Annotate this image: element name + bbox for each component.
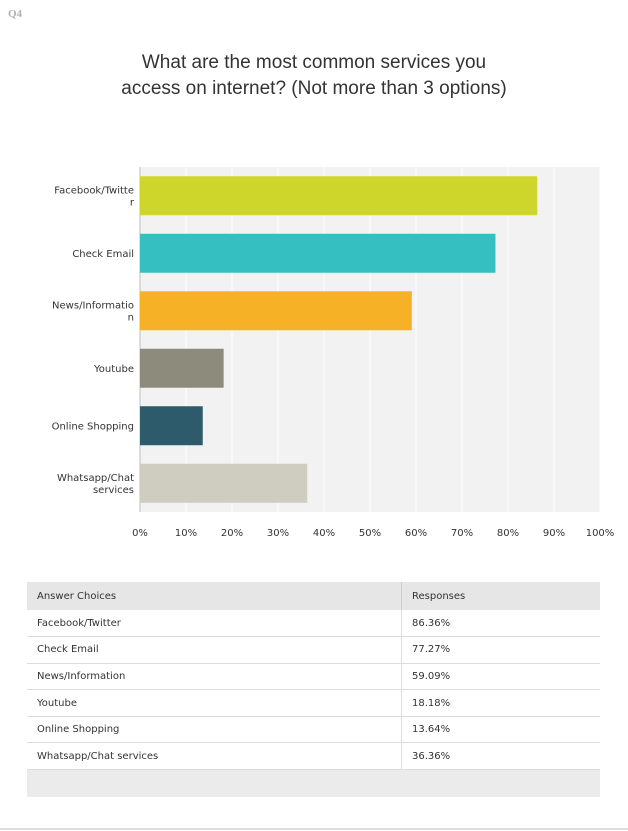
table-row: Whatsapp/Chat services 36.36% [27, 742, 600, 770]
x-tick-label: 60% [405, 528, 427, 539]
table-footer-row [27, 769, 600, 797]
table-row: Facebook/Twitter 86.36% [27, 610, 600, 637]
answer-choice-cell: Facebook/Twitter [27, 610, 402, 637]
y-category-label: r [130, 197, 135, 208]
response-cell: 18.18% [412, 697, 451, 709]
column-header-answer-choices: Answer Choices [27, 582, 402, 610]
bar [140, 291, 412, 331]
x-tick-label: 100% [586, 528, 615, 539]
answer-choice-cell: Whatsapp/Chat services [27, 742, 402, 770]
response-cell: 36.36% [412, 750, 451, 762]
table-row: News/Information 59.09% [27, 663, 600, 690]
y-category-label: n [128, 312, 134, 323]
answer-choice-cell: Online Shopping [27, 716, 402, 743]
table-row: Youtube 18.18% [27, 689, 600, 717]
x-tick-label: 90% [543, 528, 565, 539]
bar [140, 463, 308, 503]
x-tick-label: 70% [451, 528, 473, 539]
y-category-label: Facebook/Twitte [54, 185, 134, 196]
chart-title: What are the most common services you ac… [121, 52, 507, 99]
y-category-label: Whatsapp/Chat [57, 473, 134, 484]
y-category-label: Youtube [93, 364, 134, 375]
x-tick-label: 40% [313, 528, 335, 539]
responses-table: Answer Choices Responses Facebook/Twitte… [27, 582, 600, 797]
response-cell: 59.09% [412, 670, 451, 682]
response-cell: 86.36% [412, 617, 451, 629]
x-tick-label: 0% [132, 528, 148, 539]
bar [140, 348, 224, 388]
x-tick-label: 50% [359, 528, 381, 539]
x-tick-label: 20% [221, 528, 243, 539]
y-category-label: Online Shopping [52, 421, 134, 432]
table-row: Check Email 77.27% [27, 636, 600, 664]
response-cell: 77.27% [412, 644, 451, 656]
x-tick-label: 10% [175, 528, 197, 539]
table-header-row: Answer Choices Responses [27, 582, 600, 610]
table-footer [27, 770, 600, 797]
x-tick-label: 80% [497, 528, 519, 539]
answer-choice-cell: News/Information [27, 663, 402, 690]
bar [140, 233, 496, 273]
answer-choice-cell: Check Email [27, 636, 402, 664]
table-row: Online Shopping 13.64% [27, 716, 600, 743]
y-category-label: Check Email [72, 249, 134, 260]
y-category-label: News/Informatio [52, 300, 134, 311]
response-cell: 13.64% [412, 724, 451, 736]
y-category-label: services [93, 485, 134, 496]
column-header-responses: Responses [412, 590, 466, 602]
bar-chart: 0% 10% 20% 30% 40% 50% 60% 70% 80% 90% 100% Faceboo… [52, 167, 615, 539]
bottom-divider [0, 828, 628, 830]
bar [140, 176, 538, 216]
x-tick-label: 30% [267, 528, 289, 539]
bar [140, 406, 203, 446]
question-label: Q4 [8, 8, 23, 20]
answer-choice-cell: Youtube [27, 689, 402, 717]
